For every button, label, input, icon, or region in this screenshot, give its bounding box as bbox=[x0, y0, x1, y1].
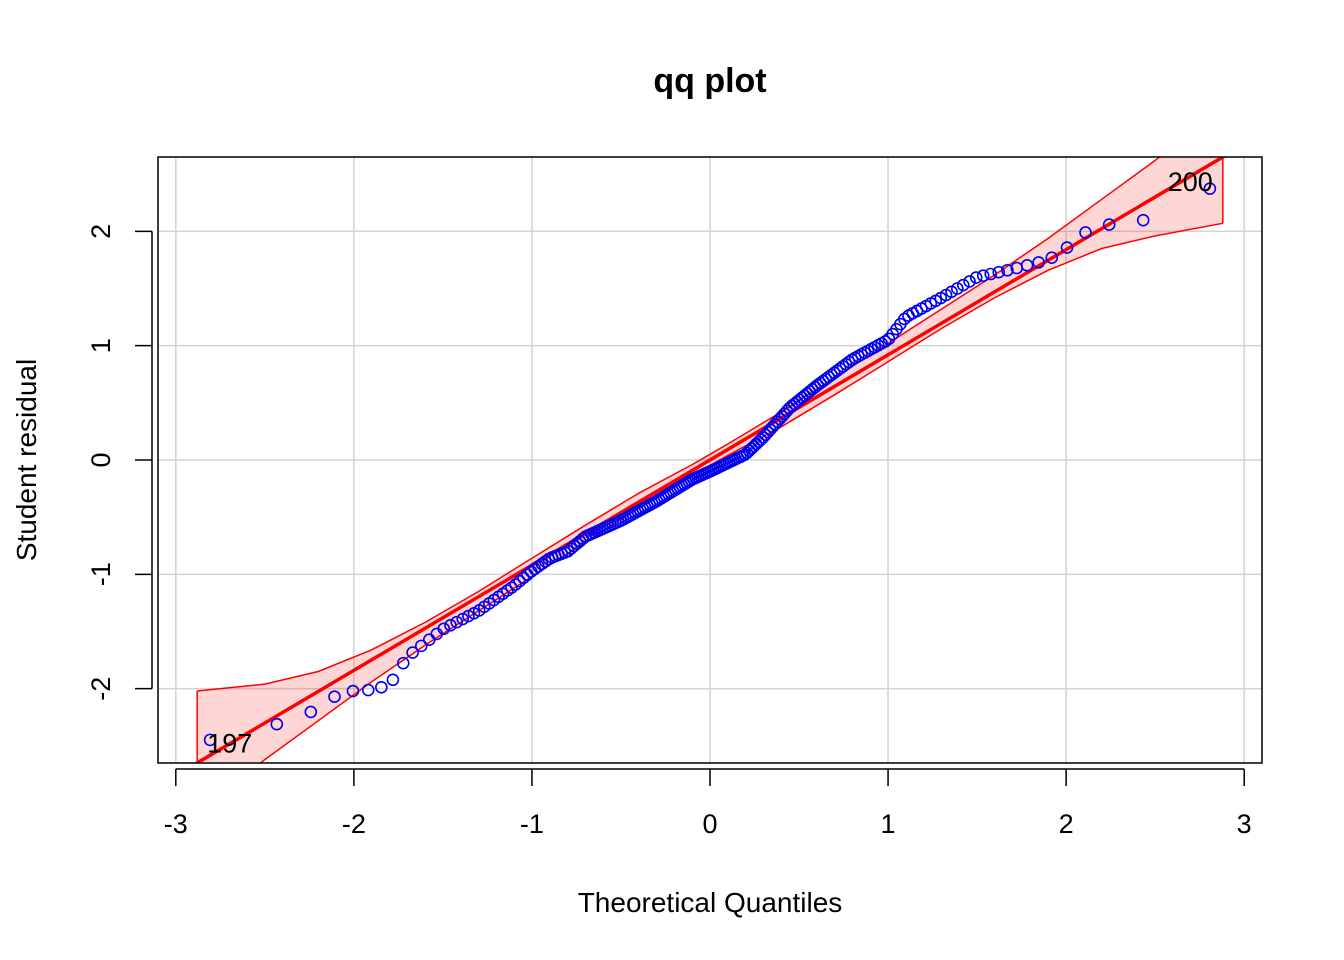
data-point bbox=[1032, 256, 1045, 269]
x-axis-label: Theoretical Quantiles bbox=[578, 887, 843, 918]
data-point bbox=[513, 574, 526, 588]
envelope-upper-line bbox=[197, 157, 1161, 692]
x-tick-label: 3 bbox=[1237, 809, 1252, 839]
data-point bbox=[842, 355, 856, 369]
data-point bbox=[346, 684, 360, 698]
data-point bbox=[1203, 182, 1217, 195]
data-point bbox=[406, 646, 419, 659]
x-tick-label: 1 bbox=[881, 809, 896, 839]
y-tick-label: -2 bbox=[86, 677, 116, 701]
data-point bbox=[517, 571, 530, 585]
point-label: 197 bbox=[207, 728, 252, 758]
data-point bbox=[976, 269, 990, 282]
data-point bbox=[437, 622, 451, 636]
data-point bbox=[984, 267, 998, 281]
data-point bbox=[361, 683, 375, 697]
data-point bbox=[950, 282, 964, 295]
data-point bbox=[509, 578, 522, 591]
data-point bbox=[414, 639, 428, 653]
data-point bbox=[878, 335, 892, 348]
y-tick-label: 2 bbox=[86, 224, 116, 239]
data-point bbox=[992, 265, 1006, 279]
data-point bbox=[1045, 251, 1059, 264]
data-point bbox=[740, 446, 754, 460]
chart-title: qq plot bbox=[653, 62, 766, 100]
data-point bbox=[1001, 263, 1014, 277]
data-point bbox=[956, 278, 970, 292]
y-tick-label: -1 bbox=[86, 562, 116, 586]
data-point bbox=[1079, 226, 1092, 239]
x-tick-label: -3 bbox=[164, 809, 188, 839]
data-point bbox=[304, 705, 318, 719]
point-label: 200 bbox=[1168, 167, 1213, 197]
data-point bbox=[396, 656, 410, 670]
grid-lines bbox=[158, 157, 1262, 763]
data-point bbox=[270, 717, 284, 731]
data-point bbox=[328, 690, 341, 704]
point-annotations: 197 200 bbox=[207, 167, 1213, 758]
plot-frame bbox=[157, 156, 1263, 764]
y-tick-label: 1 bbox=[86, 338, 116, 353]
axes: -3 -2 -1 0 1 2 3 -2 -1 0 1 2 bbox=[86, 156, 1263, 839]
data-point bbox=[203, 733, 217, 747]
data-point bbox=[539, 555, 552, 568]
data-point bbox=[450, 615, 464, 629]
data-point bbox=[1136, 213, 1150, 227]
qq-reference-line bbox=[193, 157, 1227, 763]
data-point bbox=[1020, 259, 1034, 272]
x-tick-label: -1 bbox=[520, 809, 544, 839]
data-point bbox=[1060, 241, 1074, 254]
x-tick-label: 2 bbox=[1059, 809, 1074, 839]
reference-line bbox=[193, 157, 1227, 763]
x-tick-label: -2 bbox=[342, 809, 366, 839]
data-point bbox=[386, 673, 400, 687]
data-point bbox=[963, 275, 976, 288]
x-tick-label: 0 bbox=[702, 809, 717, 839]
data-points bbox=[203, 182, 1217, 747]
data-point bbox=[444, 619, 457, 632]
data-point bbox=[1102, 218, 1116, 231]
y-tick-label: 0 bbox=[86, 452, 116, 467]
data-point bbox=[375, 681, 388, 694]
data-point bbox=[969, 271, 983, 284]
y-axis-label: Student residual bbox=[11, 359, 42, 561]
